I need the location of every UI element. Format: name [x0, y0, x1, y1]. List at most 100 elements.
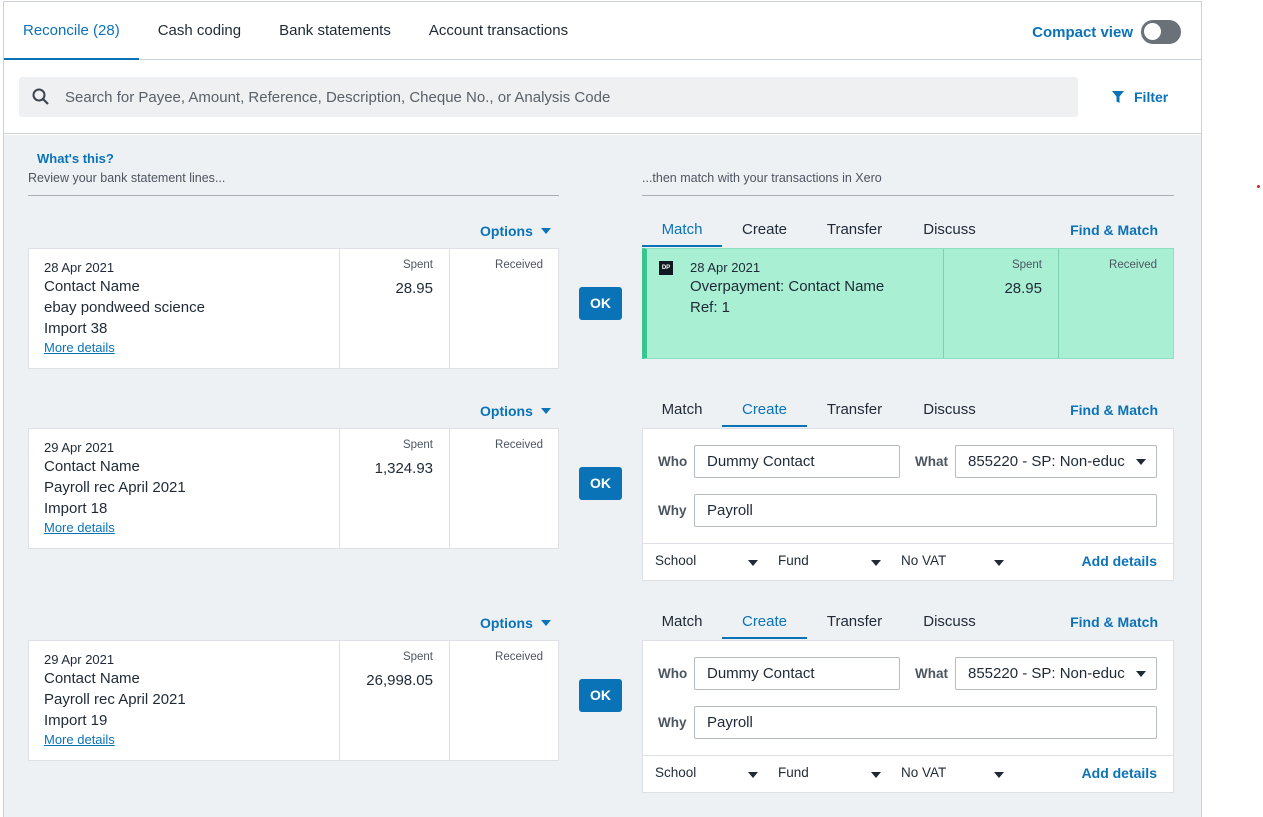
compact-view-label: Compact view [1032, 23, 1133, 41]
more-details-link[interactable]: More details [44, 732, 115, 747]
tab-bank-statements[interactable]: Bank statements [279, 22, 391, 39]
statement-reference: Import 18 [44, 500, 108, 517]
what-label: What [915, 666, 948, 681]
spent-column: Spent 26,998.05 [339, 641, 449, 760]
tab-cash-coding[interactable]: Cash coding [157, 22, 242, 39]
tab-match[interactable]: Match [661, 401, 703, 418]
match-date: 28 Apr 2021 [690, 260, 761, 275]
match-info: 28 Apr 2021 Overpayment: Contact Name Re… [690, 259, 884, 318]
chevron-down-icon [1136, 671, 1146, 677]
tab-create[interactable]: Create [722, 607, 807, 639]
options-dropdown[interactable]: Options [480, 403, 551, 419]
options-dropdown[interactable]: Options [480, 615, 551, 631]
spent-label: Spent [1011, 259, 1042, 271]
options-dropdown[interactable]: Options [480, 223, 551, 239]
school-select[interactable]: School [655, 765, 760, 780]
who-field[interactable]: Dummy Contact [694, 445, 900, 478]
fund-select[interactable]: Fund [778, 553, 883, 568]
right-header: ...then match with your transactions in … [642, 171, 1174, 196]
filter-label: Filter [1134, 89, 1169, 105]
filter-button[interactable]: Filter [1112, 89, 1168, 105]
find-match-link[interactable]: Find & Match [1070, 222, 1158, 238]
who-field[interactable]: Dummy Contact [694, 657, 900, 690]
statement-description: Payroll rec April 2021 [44, 479, 186, 496]
add-details-link[interactable]: Add details [1081, 765, 1157, 781]
statement-date: 28 Apr 2021 [44, 260, 115, 275]
match-ref: Ref: 1 [690, 299, 731, 316]
statement-contact: Contact Name [44, 670, 140, 687]
tab-match[interactable]: Match [642, 215, 722, 247]
match-received-column: Received [1058, 249, 1173, 358]
why-field[interactable]: Payroll [694, 706, 1157, 739]
statement-reference: Import 38 [44, 320, 108, 337]
tab-discuss[interactable]: Discuss [923, 401, 976, 418]
tab-match[interactable]: Match [661, 613, 703, 630]
tab-transfer[interactable]: Transfer [826, 613, 883, 630]
chevron-down-icon [540, 228, 551, 234]
match-tabs: Match Create Transfer Discuss Find & Mat… [642, 395, 1174, 427]
chevron-down-icon [871, 772, 881, 778]
received-label: Received [1109, 259, 1157, 271]
school-select[interactable]: School [655, 553, 760, 568]
school-value: School [655, 765, 697, 780]
tab-reconcile[interactable]: Reconcile (28) [4, 2, 139, 61]
tab-discuss[interactable]: Discuss [923, 613, 976, 630]
statement-line: 29 Apr 2021 Contact Name Payroll rec Apr… [28, 640, 559, 761]
ok-button[interactable]: OK [579, 287, 622, 320]
tab-discuss[interactable]: Discuss [923, 221, 976, 238]
fund-select[interactable]: Fund [778, 765, 883, 780]
options-label: Options [480, 403, 533, 419]
why-label: Why [658, 503, 687, 518]
what-field[interactable]: 855220 - SP: Non-educ [955, 657, 1157, 690]
find-match-link[interactable]: Find & Match [1070, 614, 1158, 630]
spent-label: Spent [402, 651, 433, 663]
match-title: Overpayment: Contact Name [690, 278, 885, 295]
tab-transfer[interactable]: Transfer [826, 221, 883, 238]
statement-info: 28 Apr 2021 Contact Name ebay pondweed s… [44, 259, 334, 357]
vat-value: No VAT [901, 765, 947, 780]
chevron-down-icon [748, 772, 758, 778]
ok-button[interactable]: OK [579, 679, 622, 712]
statement-line: 28 Apr 2021 Contact Name ebay pondweed s… [28, 248, 559, 369]
more-details-link[interactable]: More details [44, 520, 115, 535]
options-label: Options [480, 223, 533, 239]
vat-select[interactable]: No VAT [901, 765, 1006, 780]
fund-value: Fund [778, 765, 809, 780]
find-match-link[interactable]: Find & Match [1070, 402, 1158, 418]
statement-description: Payroll rec April 2021 [44, 691, 186, 708]
chevron-down-icon [748, 560, 758, 566]
more-details-link[interactable]: More details [44, 340, 115, 355]
options-label: Options [480, 615, 533, 631]
compact-view: Compact view [1032, 20, 1181, 44]
overpayment-icon: DP [659, 261, 673, 275]
received-column: Received [449, 429, 559, 548]
tab-create[interactable]: Create [741, 221, 788, 238]
tab-transfer[interactable]: Transfer [826, 401, 883, 418]
statement-date: 29 Apr 2021 [44, 652, 115, 667]
why-field[interactable]: Payroll [694, 494, 1157, 527]
search-icon [32, 88, 49, 105]
search-box [19, 77, 1078, 117]
tab-create[interactable]: Create [722, 395, 807, 427]
create-form: Who Dummy Contact What 855220 - SP: Non-… [642, 640, 1174, 793]
chevron-down-icon [540, 408, 551, 414]
search-input[interactable] [65, 77, 1065, 117]
who-label: Who [658, 454, 688, 469]
compact-view-toggle[interactable] [1141, 20, 1181, 44]
vat-select[interactable]: No VAT [901, 553, 1006, 568]
whats-this-link[interactable]: What's this? [37, 151, 114, 166]
spent-column: Spent 1,324.93 [339, 429, 449, 548]
divider [643, 755, 1173, 756]
who-label: Who [658, 666, 688, 681]
tab-account-transactions[interactable]: Account transactions [428, 22, 569, 39]
statement-info: 29 Apr 2021 Contact Name Payroll rec Apr… [44, 439, 334, 537]
spent-amount: 28.95 [395, 280, 433, 297]
what-value: 855220 - SP: Non-educ [968, 665, 1125, 682]
reconcile-app: Reconcile (28) Cash coding Bank statemen… [3, 1, 1202, 817]
suggested-match[interactable]: DP 28 Apr 2021 Overpayment: Contact Name… [642, 248, 1174, 359]
spent-amount: 26,998.05 [366, 672, 433, 689]
what-field[interactable]: 855220 - SP: Non-educ [955, 445, 1157, 478]
add-details-link[interactable]: Add details [1081, 553, 1157, 569]
match-tabs: Match Create Transfer Discuss Find & Mat… [642, 607, 1174, 639]
ok-button[interactable]: OK [579, 467, 622, 500]
